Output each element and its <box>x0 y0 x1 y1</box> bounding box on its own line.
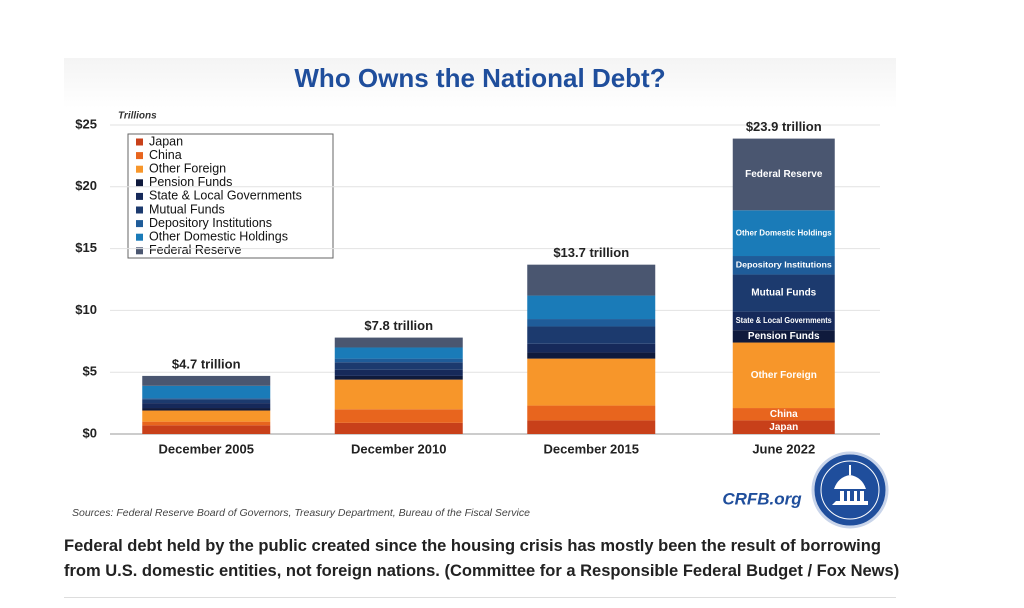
bar-segment <box>732 138 835 211</box>
segment-label: Federal Reserve <box>745 169 823 180</box>
x-tick-label: December 2015 <box>544 441 639 456</box>
legend-label: Other Foreign <box>149 161 226 175</box>
segment-label: Pension Funds <box>748 331 820 342</box>
bar-segment <box>334 362 463 370</box>
legend-box <box>127 133 334 259</box>
bar-segment <box>334 422 463 434</box>
legend-label: Mutual Funds <box>149 202 225 216</box>
bar-segment <box>527 358 656 406</box>
bar-segment <box>732 274 835 312</box>
bar-segment <box>732 256 835 275</box>
chart-title: Who Owns the National Debt? <box>294 63 665 93</box>
segment-label: China <box>770 409 798 420</box>
bar-segment <box>334 358 463 363</box>
bar-segment <box>732 420 835 434</box>
bar-segment <box>732 330 835 343</box>
legend-swatch <box>136 220 143 228</box>
bar-segment <box>142 408 271 411</box>
x-tick-label: December 2005 <box>159 441 254 456</box>
logo <box>811 451 889 529</box>
bar-segment <box>334 369 463 376</box>
bar-segment <box>527 420 656 434</box>
bar-segment <box>142 375 271 386</box>
legend-label: China <box>149 148 182 162</box>
segment-label: Other Foreign <box>751 370 817 381</box>
bar-segment <box>527 343 656 353</box>
bar-segment <box>527 295 656 320</box>
legend-swatch <box>136 165 143 173</box>
y-tick-label: $5 <box>83 364 97 379</box>
caption: Federal debt held by the public created … <box>64 537 900 580</box>
segment-label: Depository Institutions <box>736 260 832 270</box>
bar-segment <box>527 326 656 344</box>
bar-segment <box>142 425 271 434</box>
y-tick-label: $25 <box>75 116 97 131</box>
legend-label: Pension Funds <box>149 175 232 189</box>
bar-segment <box>334 347 463 359</box>
bar-segment <box>732 210 835 257</box>
bar-segment <box>527 352 656 359</box>
legend-swatch <box>136 233 143 241</box>
legend-label: Depository Institutions <box>149 216 272 230</box>
total-label: $4.7 trillion <box>172 356 241 371</box>
axis-label: Trillions <box>118 111 157 122</box>
bar-segment <box>732 342 835 409</box>
y-tick-label: $10 <box>75 302 97 317</box>
chart: Who Owns the National Debt? Trillions So… <box>64 58 896 529</box>
y-tick-label: $0 <box>83 425 97 440</box>
total-label: $23.9 trillion <box>746 119 822 134</box>
total-label: $13.7 trillion <box>553 245 629 260</box>
segment-label: Mutual Funds <box>751 288 816 299</box>
bar-segment <box>142 403 271 409</box>
legend-swatch <box>136 152 143 160</box>
bar-segment <box>142 421 271 426</box>
legend-label: Federal Reserve <box>149 243 241 257</box>
legend-swatch <box>136 247 143 255</box>
x-tick-label: June 2022 <box>752 441 815 456</box>
bar-segment <box>142 385 271 399</box>
rule <box>64 597 896 598</box>
bar-segment <box>732 408 835 421</box>
legend-swatch <box>136 192 143 200</box>
legend-swatch <box>136 138 143 146</box>
bar-segment <box>527 264 656 296</box>
bar-segment <box>334 337 463 348</box>
bar-segment <box>142 399 271 404</box>
total-label: $7.8 trillion <box>364 318 433 333</box>
segment-label: State & Local Governments <box>736 315 832 325</box>
bar-segment <box>142 398 271 400</box>
legend-label: Other Domestic Holdings <box>149 229 288 243</box>
bar-segment <box>142 410 271 422</box>
segment-label: Japan <box>769 422 798 433</box>
y-tick-label: $20 <box>75 178 97 193</box>
credit: CRFB.org <box>722 489 802 508</box>
bar-segment <box>527 405 656 421</box>
bar-segment <box>334 379 463 410</box>
legend-swatch <box>136 179 143 187</box>
bar-segment <box>732 311 835 331</box>
x-tick-label: December 2010 <box>351 441 446 456</box>
legend-label: Japan <box>149 134 183 148</box>
bar-segment <box>527 319 656 327</box>
source: Sources: Federal Reserve Board of Govern… <box>72 507 530 519</box>
segment-label: Other Domestic Holdings <box>736 227 832 237</box>
bar-segment <box>334 375 463 380</box>
legend-swatch <box>136 206 143 214</box>
title-band <box>64 58 896 108</box>
y-tick-label: $15 <box>75 240 97 255</box>
bar-segment <box>334 409 463 423</box>
legend-label: State & Local Governments <box>149 189 302 203</box>
